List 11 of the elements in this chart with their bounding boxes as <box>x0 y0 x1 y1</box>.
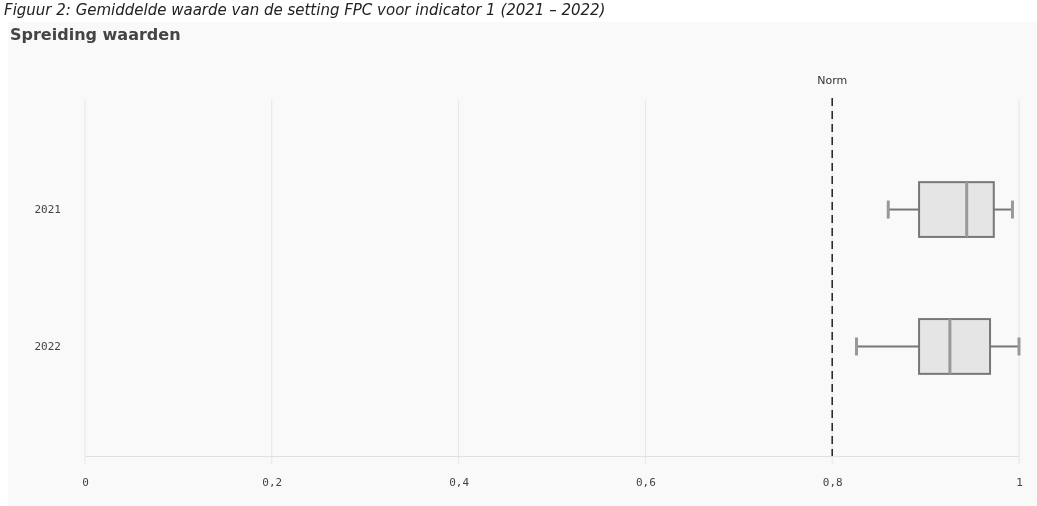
x-tick-label: 0 <box>82 475 89 489</box>
y-tick-label: 2021 <box>34 203 61 217</box>
y-tick-label: 2022 <box>34 339 61 353</box>
x-tick-label: 0,2 <box>262 475 283 489</box>
chart-subtitle: Spreiding waarden <box>10 25 181 44</box>
chart-title: Figuur 2: Gemiddelde waarde van de setting FPC voor indicator 1 (2021 – 2022) <box>4 1 606 19</box>
ref-line-label: Norm <box>817 74 848 87</box>
x-tick-label: 0,6 <box>635 475 656 489</box>
x-tick-label: 0,8 <box>822 475 843 489</box>
x-tick-label: 1 <box>1016 475 1023 489</box>
x-tick-label: 0,4 <box>449 475 470 489</box>
